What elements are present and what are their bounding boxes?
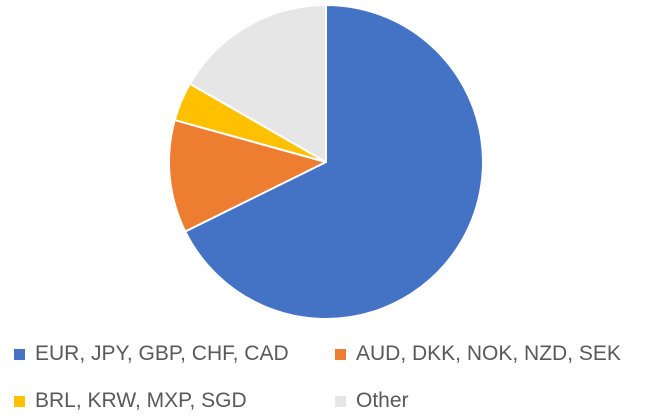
legend-item-1: AUD, DKK, NOK, NZD, SEK <box>335 342 621 366</box>
pie-slice-1 <box>168 119 327 233</box>
legend-swatch-1 <box>335 348 346 360</box>
legend-swatch-2 <box>14 395 25 407</box>
legend-item-0: EUR, JPY, GBP, CHF, CAD <box>14 342 289 366</box>
legend-swatch-0 <box>14 348 25 360</box>
legend-label-1: AUD, DKK, NOK, NZD, SEK <box>356 342 621 365</box>
legend-label-2: BRL, KRW, MXP, SGD <box>35 389 247 412</box>
pie-slice-0 <box>184 4 484 320</box>
legend-label-0: EUR, JPY, GBP, CHF, CAD <box>35 342 289 365</box>
legend-label-3: Other <box>356 389 409 412</box>
pie-slice-3 <box>188 4 327 163</box>
legend: EUR, JPY, GBP, CHF, CAD AUD, DKK, NOK, N… <box>0 338 651 420</box>
pie-plot-area <box>168 4 484 320</box>
legend-item-2: BRL, KRW, MXP, SGD <box>14 389 247 413</box>
legend-swatch-3 <box>335 395 346 407</box>
legend-item-3: Other <box>335 389 409 413</box>
